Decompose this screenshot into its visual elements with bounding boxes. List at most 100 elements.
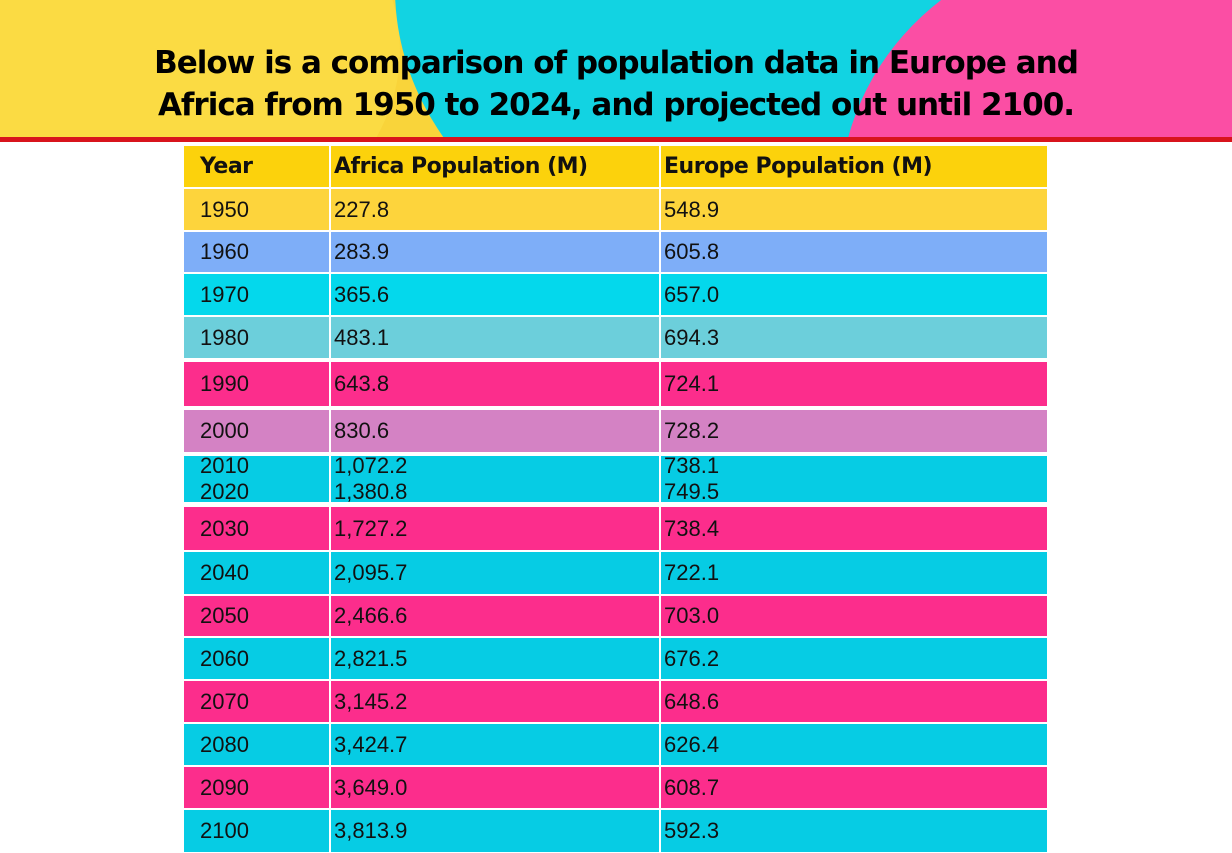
year-cell-value: 1950 (200, 196, 249, 222)
table-row: 2040 2,095.7 722.1 (184, 552, 1047, 594)
europe-cell: 738.4 (659, 507, 1047, 550)
africa-cell-value: 830.6 (334, 418, 390, 443)
year-cell-value: 2080 (200, 731, 249, 757)
header-europe: Europe Population (M) (659, 146, 1047, 187)
africa-cell: 1,727.2 (329, 507, 659, 550)
europe-cell: 722.1 (659, 552, 1047, 594)
europe-cell: 657.0 (659, 274, 1047, 315)
table-row: 1950 227.8 548.9 (184, 189, 1047, 230)
year-cell-value: 1960 (200, 239, 249, 264)
africa-cell-value: 365.6 (334, 281, 390, 307)
africa-cell-value: 227.8 (334, 196, 390, 222)
table-row: 2060 2,821.5 676.2 (184, 638, 1047, 679)
africa-cell-value: 2,466.6 (334, 603, 408, 628)
table-row: 2090 3,649.0 608.7 (184, 767, 1047, 808)
divider (0, 137, 1232, 142)
table-row: 2070 3,145.2 648.6 (184, 681, 1047, 722)
europe-cell-value: 728.2 (664, 418, 720, 443)
africa-cell-value: 2,095.7 (334, 560, 408, 585)
year-cell: 1970 (184, 274, 329, 315)
africa-cell-value: 643.8 (334, 371, 390, 396)
africa-cell: 3,813.9 (329, 810, 659, 852)
africa-cell: 283.9 (329, 232, 659, 272)
europe-cell-value: 626.4 (664, 731, 720, 757)
europe-cell: 608.7 (659, 767, 1047, 808)
africa-cell: 365.6 (329, 274, 659, 315)
europe-cell: 703.0 (659, 596, 1047, 636)
europe-cell-value: 749.5 (664, 479, 720, 504)
europe-cell-value: 694.3 (664, 324, 720, 350)
year-cell: 2080 (184, 724, 329, 765)
year-cell-value: 1980 (200, 324, 249, 350)
year-cell: 1990 (184, 362, 329, 406)
year-cell-value: 1990 (200, 371, 249, 396)
africa-cell: 2,821.5 (329, 638, 659, 679)
year-cell-value: 2000 (200, 418, 249, 443)
africa-cell: 2,466.6 (329, 596, 659, 636)
africa-cell: 643.8 (329, 362, 659, 406)
table-header: Year Africa Population (M) Europe Popula… (184, 146, 1047, 187)
year-cell-value: 2090 (200, 774, 249, 800)
year-cell: 2040 (184, 552, 329, 594)
europe-cell-value: 703.0 (664, 603, 720, 628)
europe-cell: 592.3 (659, 810, 1047, 852)
africa-cell: 1,072.2 1,380.8 (329, 453, 659, 504)
europe-cell-value: 738.4 (664, 515, 720, 541)
africa-cell-value: 3,649.0 (334, 774, 408, 800)
table-row: 1990 643.8 724.1 (184, 362, 1047, 406)
africa-cell-value: 3,813.9 (334, 818, 408, 843)
africa-cell: 2,095.7 (329, 552, 659, 594)
europe-cell-value: 722.1 (664, 560, 720, 585)
year-cell: 2060 (184, 638, 329, 679)
europe-cell-value: 724.1 (664, 371, 720, 396)
year-cell: 1980 (184, 317, 329, 358)
europe-cell-value: 608.7 (664, 774, 720, 800)
europe-cell: 728.2 (659, 410, 1047, 452)
year-cell-value: 2060 (200, 645, 249, 671)
page-title: Below is a comparison of population data… (0, 42, 1232, 126)
year-cell: 1960 (184, 232, 329, 272)
europe-cell: 694.3 (659, 317, 1047, 358)
europe-cell: 724.1 (659, 362, 1047, 406)
year-cell-value: 2050 (200, 603, 249, 628)
table-row: 2100 3,813.9 592.3 (184, 810, 1047, 852)
year-cell: 2100 (184, 810, 329, 852)
table-row: 2000 830.6 728.2 (184, 410, 1047, 452)
year-cell-value: 2070 (200, 688, 249, 714)
europe-cell-value: 676.2 (664, 645, 720, 671)
table-row: 2010 2020 1,072.2 1,380.8 738.1 749.5 (184, 453, 1047, 504)
europe-cell-value: 648.6 (664, 688, 720, 714)
decorative-blob (0, 0, 400, 137)
year-cell: 2000 (184, 410, 329, 452)
africa-cell-value: 3,145.2 (334, 688, 408, 714)
title-line-1: Below is a comparison of population data… (154, 45, 1079, 81)
europe-cell: 738.1 749.5 (659, 453, 1047, 504)
title-line-2: Africa from 1950 to 2024, and projected … (157, 87, 1075, 123)
year-cell: 2050 (184, 596, 329, 636)
year-cell: 2010 2020 (184, 453, 329, 504)
year-cell-value: 2010 (200, 453, 249, 478)
europe-cell: 626.4 (659, 724, 1047, 765)
africa-cell-value: 1,727.2 (334, 515, 408, 541)
europe-cell: 548.9 (659, 189, 1047, 230)
year-cell-value: 1970 (200, 281, 249, 307)
year-cell: 2090 (184, 767, 329, 808)
year-cell: 2070 (184, 681, 329, 722)
africa-cell: 3,145.2 (329, 681, 659, 722)
europe-cell: 605.8 (659, 232, 1047, 272)
africa-cell-value: 1,072.2 (334, 453, 408, 478)
europe-cell: 648.6 (659, 681, 1047, 722)
africa-cell-value: 283.9 (334, 239, 390, 264)
africa-cell: 3,649.0 (329, 767, 659, 808)
europe-cell-value: 548.9 (664, 196, 720, 222)
africa-cell: 830.6 (329, 410, 659, 452)
europe-cell: 676.2 (659, 638, 1047, 679)
table-row: 1960 283.9 605.8 (184, 232, 1047, 272)
table-row: 2050 2,466.6 703.0 (184, 596, 1047, 636)
africa-cell-value: 1,380.8 (334, 479, 408, 504)
europe-cell-value: 738.1 (664, 453, 720, 478)
africa-cell-value: 483.1 (334, 324, 390, 350)
header-africa: Africa Population (M) (329, 146, 659, 187)
year-cell-value: 2100 (200, 818, 249, 843)
year-cell: 1950 (184, 189, 329, 230)
